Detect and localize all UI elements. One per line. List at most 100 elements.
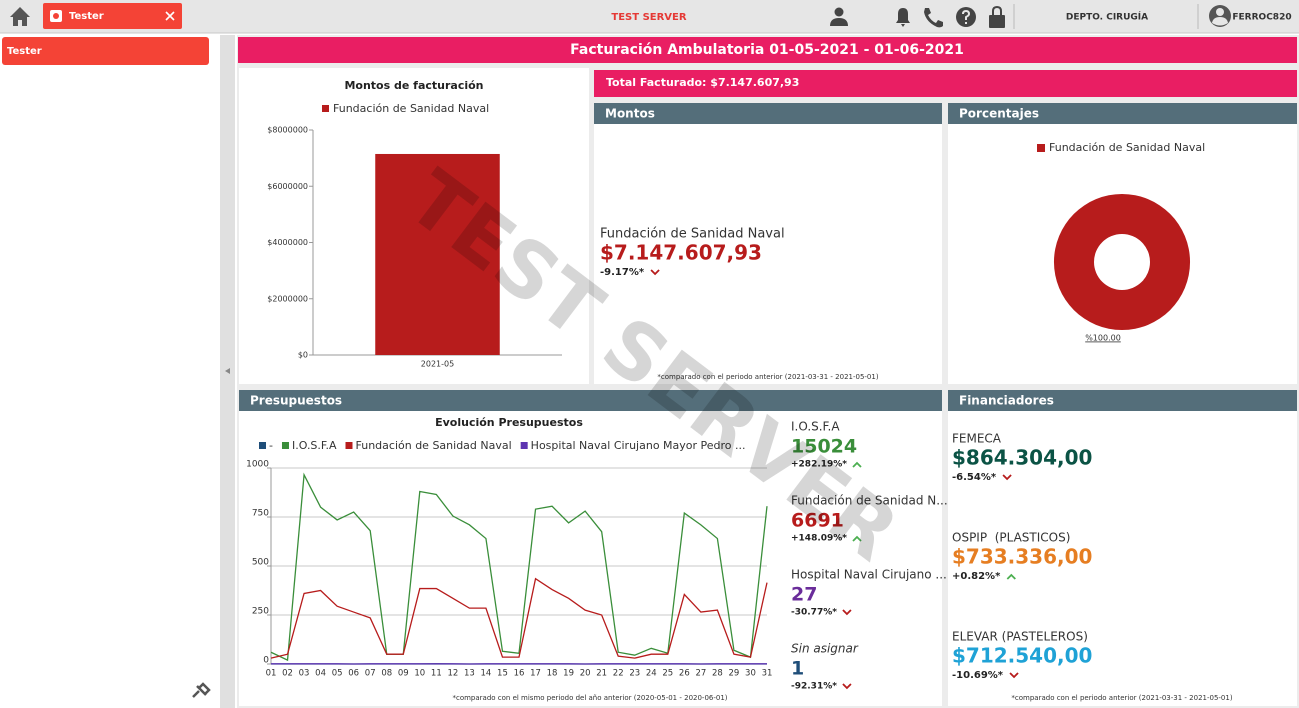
total-bar: [594, 70, 1297, 97]
legend-swatch: [322, 105, 329, 112]
x-tick-label: 18: [547, 669, 558, 679]
x-tick-label: 22: [613, 669, 624, 679]
total-label: Total Facturado: $7.147.607,93: [606, 76, 799, 89]
trend-icon: [1009, 672, 1019, 679]
x-tick-label: 25: [662, 669, 673, 679]
legend-swatch: [345, 442, 353, 449]
stat-name: I.O.S.F.A: [791, 420, 840, 434]
toolbar-icons: [830, 6, 1005, 28]
profile-icon[interactable]: [834, 7, 844, 17]
montos-amount: $7.147.607,93: [600, 241, 762, 265]
x-tick-label: 2021-05: [421, 360, 454, 369]
x-tick-label: 05: [332, 669, 343, 679]
y-tick-label: 0: [263, 656, 269, 666]
panel: [239, 390, 942, 706]
legend-swatch: [520, 442, 528, 449]
home-icon[interactable]: [10, 7, 30, 26]
y-tick-label: 500: [252, 558, 269, 568]
y-tick-label: $2000000: [267, 294, 308, 303]
panel: [948, 103, 1297, 384]
x-tick-label: 03: [299, 669, 310, 679]
trend-icon: [1002, 474, 1012, 481]
x-tick-label: 19: [563, 669, 574, 679]
trend-icon: [852, 535, 862, 542]
x-tick-label: 09: [398, 669, 409, 679]
collapse-arrow: [225, 368, 230, 374]
funder-change: -10.69%*: [952, 670, 1004, 681]
x-tick-label: 07: [365, 669, 376, 679]
x-tick-label: 10: [414, 669, 425, 679]
legend-label: Hospital Naval Cirujano Mayor Pedro ...: [531, 439, 746, 452]
stat-change: -30.77%*: [791, 608, 837, 618]
tab-icon-dot: [53, 13, 59, 19]
panel: [948, 390, 1297, 706]
funder-name: OSPIP (PLASTICOS): [952, 531, 1070, 545]
x-tick-label: 02: [282, 669, 293, 679]
x-tick-label: 31: [762, 669, 773, 679]
lock-icon-shackle: [992, 6, 1002, 15]
stat-name: Fundación de Sanidad N...: [791, 494, 948, 508]
header-bar: [238, 37, 1297, 63]
footnote: *comparado con el periodo anterior (2021…: [1011, 694, 1232, 702]
x-tick-label: 29: [729, 669, 740, 679]
legend-label: -: [269, 439, 273, 452]
bar: [375, 153, 500, 355]
y-tick-label: 1000: [246, 460, 269, 470]
y-tick-label: 750: [252, 509, 269, 519]
panel-header: [594, 103, 942, 124]
panel-header: [948, 390, 1297, 411]
pin-icon[interactable]: [192, 682, 211, 698]
x-tick-label: 15: [497, 669, 508, 679]
x-tick-label: 24: [646, 669, 657, 679]
line-series: [270, 577, 768, 659]
x-tick-label: 20: [580, 669, 591, 679]
funder-change: +0.82%*: [952, 571, 1001, 582]
department[interactable]: DEPTO. CIRUGÍA: [1066, 11, 1148, 23]
tab[interactable]: [43, 3, 182, 29]
sidebar-item[interactable]: [2, 37, 209, 65]
funder-change: -6.54%*: [952, 472, 997, 483]
funder-name: ELEVAR (PASTELEROS): [952, 630, 1088, 644]
phone-icon[interactable]: [924, 8, 943, 28]
legend-label: Fundación de Sanidad Naval: [356, 439, 512, 452]
page-title: Facturación Ambulatoria 01-05-2021 - 01-…: [570, 42, 964, 58]
server-label: TEST SERVER: [611, 12, 686, 23]
trend-icon: [852, 461, 862, 468]
y-tick-label: $4000000: [267, 238, 308, 247]
stat-total: 1: [791, 658, 804, 680]
bell-icon[interactable]: [896, 8, 910, 27]
chart-title: Evolución Presupuestos: [435, 416, 583, 429]
legend-swatch: [259, 442, 266, 449]
line-series: [270, 472, 768, 662]
legend-swatch: [1037, 144, 1045, 152]
trend-icon: [650, 269, 660, 276]
funder-name: FEMECA: [952, 432, 1002, 446]
panel-heading: Financiadores: [959, 394, 1054, 408]
user-name[interactable]: FERROC820: [1232, 13, 1291, 23]
x-tick-label: 01: [266, 669, 277, 679]
x-tick-label: 13: [464, 669, 475, 679]
profile-icon-body: [830, 18, 848, 26]
x-tick-label: 30: [745, 669, 756, 679]
lock-icon[interactable]: [989, 15, 1005, 28]
stat-change: +282.19%*: [791, 460, 847, 470]
slice-label: %100.00: [1085, 334, 1121, 343]
tab-label[interactable]: Tester: [69, 11, 104, 22]
panel: [594, 103, 942, 384]
legend-label: Fundación de Sanidad Naval: [1049, 141, 1205, 154]
sidebar-item-label[interactable]: Tester: [7, 46, 42, 57]
help-icon-mark: [962, 10, 970, 24]
x-tick-label: 21: [596, 669, 607, 679]
x-tick-label: 12: [447, 669, 458, 679]
x-tick-label: 27: [695, 669, 706, 679]
montos-change: -9.17%*: [600, 267, 645, 278]
legend-label: I.O.S.F.A: [292, 439, 337, 452]
panel-heading: Montos: [605, 107, 655, 121]
trend-icon: [1006, 573, 1016, 580]
tab-close[interactable]: [165, 11, 175, 21]
stat-total: 15024: [791, 436, 857, 458]
y-tick-label: 250: [252, 607, 269, 617]
funder-amount: $864.304,00: [952, 446, 1092, 470]
